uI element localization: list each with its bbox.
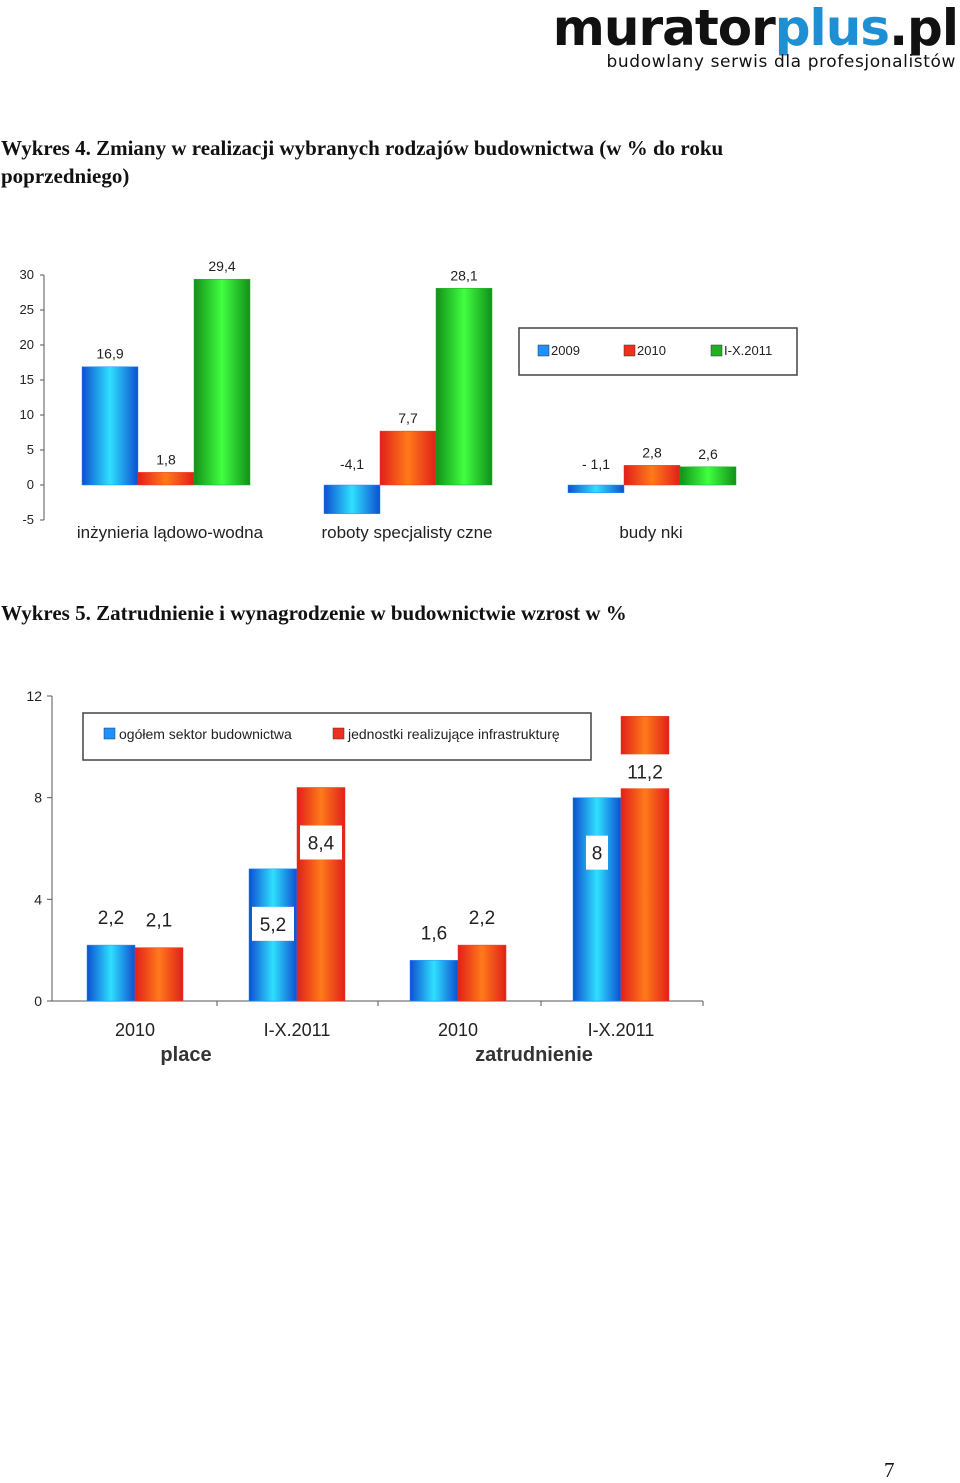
c1-y-tick-label: 10 (20, 407, 34, 422)
muratorplus-logo: muratorplus.pl budowlany serwis dla prof… (553, 2, 959, 74)
c1-data-label: 16,9 (96, 346, 123, 362)
c2-bar-1-2 (457, 944, 507, 1002)
c2-data-label-bg (252, 906, 294, 941)
c2-legend-swatch (103, 727, 116, 740)
c2-bar-0-2 (409, 960, 459, 1002)
logo-wordmark: muratorplus.pl (552, 0, 959, 57)
c1-bar-2009-1 (323, 484, 381, 514)
c1-bar-IX2011-1 (435, 288, 493, 486)
c1-y-tick-label: 5 (27, 442, 34, 457)
c1-y-tick-label: 0 (27, 477, 34, 492)
c2-bar-1-1 (296, 787, 346, 1002)
c1-legend-label: 2010 (637, 343, 666, 358)
c2-data-label: 8,4 (308, 834, 335, 855)
c2-bar-0-3 (572, 797, 622, 1002)
logo-part-murator: murator (552, 0, 776, 57)
c1-data-label: 2,6 (698, 446, 718, 462)
c2-group-label: zatrudnienie (475, 1044, 593, 1066)
c1-data-label: - 1,1 (582, 456, 610, 472)
c1-legend-swatch (537, 344, 550, 357)
c1-data-label: -4,1 (340, 456, 364, 472)
c1-data-label: 28,1 (450, 267, 477, 283)
c2-y-tick-label: 8 (34, 790, 42, 806)
c2-data-label-bg (619, 754, 671, 789)
c2-data-label: 2,2 (469, 908, 495, 929)
c1-bar-2010-0 (137, 472, 195, 486)
c1-category-label: inżynieria lądowo-wodna (77, 523, 264, 542)
c2-bar-0-0 (86, 944, 136, 1002)
c1-data-label: 1,8 (156, 451, 176, 467)
c1-y-tick-label: -5 (22, 512, 34, 527)
chart4-heading: Wykres 4. Zmiany w realizacji wybranych … (1, 136, 724, 188)
c2-data-label: 1,6 (421, 923, 447, 944)
c1-bar-IX2011-2 (679, 466, 737, 486)
c2-data-label-bg (586, 835, 608, 870)
c1-bar-2010-1 (379, 430, 437, 486)
c2-data-label: 11,2 (627, 762, 663, 783)
logo-part-pl: .pl (889, 0, 959, 57)
c2-legend-box (82, 712, 592, 761)
c2-legend-swatch (332, 727, 345, 740)
c1-legend-swatch (623, 344, 636, 357)
c1-y-tick-label: 30 (20, 267, 34, 282)
c1-legend-label: 2009 (551, 343, 580, 358)
c1-data-label: 2,8 (642, 444, 662, 460)
c1-data-label: 7,7 (398, 410, 418, 426)
c2-legend-label: jednostki realizujące infrastrukturę (347, 726, 560, 742)
c2-data-label-bg (300, 825, 342, 860)
c2-data-label: 5,2 (260, 915, 286, 936)
c2-category-label: I-X.2011 (588, 1020, 655, 1040)
c1-legend-swatch (710, 344, 723, 357)
c1-category-label: roboty specjalisty czne (321, 523, 492, 542)
c1-legend-label: I-X.2011 (724, 343, 772, 358)
chart5-heading: Wykres 5. Zatrudnienie i wynagrodzenie w… (1, 601, 627, 625)
logo-tagline: budowlany serwis dla profesjonalistów (606, 52, 956, 72)
chart5-employment-wages: 12 8 4 0 2,2 5,2 1,6 8 2,1 8,4 2,2 11,2 2010 I-X.20… (26, 688, 704, 1066)
c1-y-tick-label: 15 (20, 372, 34, 387)
c1-bar-2009-0 (81, 366, 139, 486)
c2-data-label: 2,2 (98, 908, 124, 929)
c1-bar-2009-2 (567, 484, 625, 493)
page-number: 7 (884, 1458, 895, 1482)
c1-legend-box (518, 327, 798, 376)
logo-part-plus: plus (774, 0, 890, 57)
c2-category-label: 2010 (438, 1020, 478, 1040)
c2-bar-1-0 (134, 947, 184, 1002)
c2-data-label: 2,1 (146, 911, 172, 932)
c1-y-tick-label: 20 (20, 337, 34, 352)
chart4-construction-changes: 30 25 20 15 10 5 0 -5 16,9 -4,1 - 1,1 1,8 7,7 2,8 29,… (20, 258, 798, 542)
c2-category-label: 2010 (115, 1020, 155, 1040)
c1-category-label: budy nki (619, 523, 682, 542)
c2-legend-label: ogółem sektor budownictwa (119, 726, 292, 742)
c2-y-tick-label: 12 (26, 688, 42, 704)
c2-y-tick-label: 0 (34, 993, 42, 1009)
c2-data-label: 8 (592, 844, 603, 865)
c2-y-tick-label: 4 (34, 891, 42, 907)
c2-category-label: I-X.2011 (264, 1020, 331, 1040)
c1-y-tick-label: 25 (20, 302, 34, 317)
c1-bar-IX2011-0 (193, 278, 251, 486)
c2-group-label: place (160, 1044, 211, 1066)
c1-bar-2010-2 (623, 465, 681, 486)
c1-data-label: 29,4 (208, 258, 235, 274)
